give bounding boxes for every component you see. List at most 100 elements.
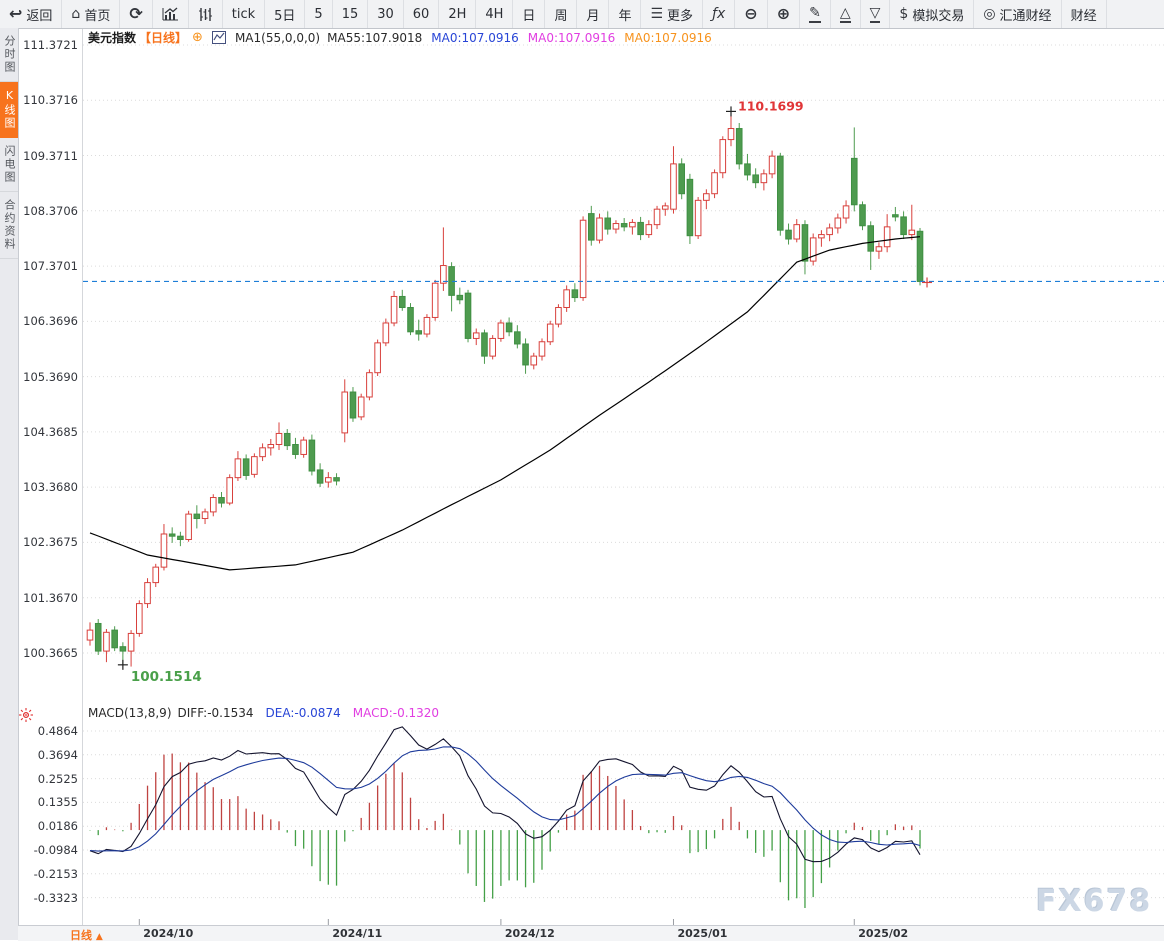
toolbar-item-refresh[interactable]: ⟳ [120,0,153,28]
toolbar-item-zoom-in[interactable]: ⊕ [768,0,801,28]
candle-body[interactable] [777,155,784,231]
candle-body[interactable] [94,622,102,652]
candle-body[interactable] [407,307,414,333]
candle-body[interactable] [752,174,759,184]
candle-body[interactable] [325,477,332,483]
candle-body[interactable] [859,204,866,227]
candle-body[interactable] [259,447,266,458]
toolbar-item-huitong[interactable]: ◎ 汇通财经 [974,0,1062,28]
candle-body[interactable] [251,456,258,475]
candle-body[interactable] [218,497,225,504]
candle-body[interactable] [850,157,858,206]
candle-body[interactable] [341,391,349,434]
toolbar-item-mark-bottom[interactable]: ▽ [861,0,891,28]
candle-body[interactable] [226,477,234,504]
toolbar-item-min5[interactable]: 5 [305,0,333,28]
sidebar-item-kline-chart[interactable]: K线图 [0,82,18,138]
sidebar-item-contract-info[interactable]: 合约资料 [0,192,18,259]
candle-body[interactable] [423,316,431,335]
candle-body[interactable] [333,477,340,482]
toolbar-item-day[interactable]: 日 [513,0,546,28]
candle-body[interactable] [596,217,603,241]
candle-body[interactable] [661,205,669,210]
candle-body[interactable] [415,330,423,335]
candle-body[interactable] [900,216,907,236]
candle-body[interactable] [489,337,496,357]
candle-body[interactable] [612,223,620,230]
candle-body[interactable] [694,199,702,237]
toolbar-item-mark-top[interactable]: △ [831,0,861,28]
candle-body[interactable] [481,332,488,357]
toolbar-item-min15[interactable]: 15 [333,0,369,28]
candle-body[interactable] [916,230,924,282]
toolbar-item-back[interactable]: ↩ 返回 [0,0,63,28]
candle-body[interactable] [571,289,579,299]
candle-body[interactable] [464,292,472,339]
candle-body[interactable] [300,439,307,455]
sidebar-item-time-chart[interactable]: 分时图 [0,28,18,82]
candle-body[interactable] [801,224,809,262]
candle-body[interactable] [744,163,751,176]
candle-body[interactable] [867,225,875,252]
candle-body[interactable] [809,237,817,262]
candle-body[interactable] [514,331,521,345]
toolbar-item-hour4[interactable]: 4H [476,0,514,28]
candle-body[interactable] [883,226,891,248]
candle-body[interactable] [308,439,316,472]
candle-body[interactable] [793,224,801,240]
toolbar-item-sim-trade[interactable]: $ 模拟交易 [890,0,975,28]
candle-body[interactable] [670,163,677,210]
candle-body[interactable] [604,217,612,230]
candle-body[interactable] [103,631,110,652]
candle-body[interactable] [555,307,562,325]
candle-body[interactable] [86,629,94,641]
candle-body[interactable] [785,229,792,240]
toolbar-item-candle-chart-mode[interactable] [189,0,223,28]
candle-body[interactable] [735,128,743,165]
candle-body[interactable] [431,282,439,318]
candle-body[interactable] [892,214,899,218]
candle-body[interactable] [292,444,299,455]
candle-body[interactable] [530,355,538,366]
candle-body[interactable] [727,128,735,141]
candle-body[interactable] [768,155,776,175]
candle-body[interactable] [390,295,398,324]
candle-body[interactable] [637,221,644,236]
candle-body[interactable] [193,513,201,520]
candle-body[interactable] [522,343,529,366]
candle-body[interactable] [456,294,464,301]
candle-body[interactable] [119,646,127,652]
candle-body[interactable] [703,193,710,201]
candle-body[interactable] [316,469,324,484]
candle-body[interactable] [818,234,825,239]
toolbar-item-hour2[interactable]: 2H [439,0,477,28]
candle-body[interactable] [111,629,118,649]
candle-body[interactable] [144,582,151,605]
candle-body[interactable] [168,533,176,537]
toolbar-item-more[interactable]: ☰ 更多 [641,0,704,28]
candle-body[interactable] [546,323,554,343]
candle-body[interactable] [177,535,184,541]
toolbar-item-zoom-out[interactable]: ⊖ [735,0,768,28]
sidebar-item-flash-chart[interactable]: 闪电图 [0,138,18,192]
toolbar-item-calendar[interactable]: 财经 [1062,0,1107,28]
candle-body[interactable] [587,213,595,241]
candle-body[interactable] [267,444,275,449]
toolbar-item-draw[interactable]: ✎ [800,0,831,28]
candle-body[interactable] [686,178,694,237]
candle-body[interactable] [472,332,480,339]
add-indicator-icon[interactable]: ⊕ [192,30,203,45]
toolbar-item-week[interactable]: 周 [545,0,578,28]
candle-body[interactable] [357,396,365,418]
candle-body[interactable] [653,208,661,226]
candle-body[interactable] [875,246,883,252]
toolbar-item-min60[interactable]: 60 [404,0,440,28]
period-label[interactable]: 日线 ▲ [70,927,103,943]
macd-settings-icon[interactable] [18,707,36,725]
candle-body[interactable] [538,341,546,357]
candle-body[interactable] [160,533,168,568]
toolbar-item-line-chart-mode[interactable] [153,0,189,28]
candle-body[interactable] [152,566,160,584]
candle-body[interactable] [579,219,587,299]
